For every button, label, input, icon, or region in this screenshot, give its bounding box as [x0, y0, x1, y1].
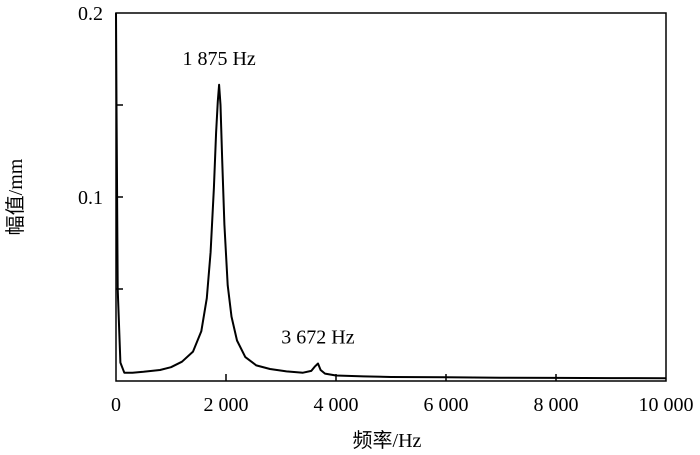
x-tick-label: 0 — [111, 394, 121, 416]
x-tick-label: 6 000 — [424, 394, 469, 416]
series-layer — [115, 12, 667, 380]
x-tick-label: 4 000 — [314, 394, 359, 416]
y-axis-label: 幅值/mm — [4, 158, 27, 235]
x-axis-label: 频率/Hz — [353, 429, 422, 452]
series-line — [115, 12, 667, 380]
x-tick-label: 2 000 — [204, 394, 249, 416]
label-layer: 0 2 000 4 000 6 000 8 000 10 000 0.1 0.2 1 875 H… — [4, 3, 694, 452]
peak-annotation: 1 875 Hz — [182, 48, 255, 70]
x-tick-label: 10 000 — [639, 394, 694, 416]
y-tick-label: 0.2 — [78, 3, 103, 25]
x-tick-label: 8 000 — [534, 394, 579, 416]
peak-annotation: 3 672 Hz — [281, 327, 354, 349]
y-tick-label: 0.1 — [78, 187, 103, 209]
